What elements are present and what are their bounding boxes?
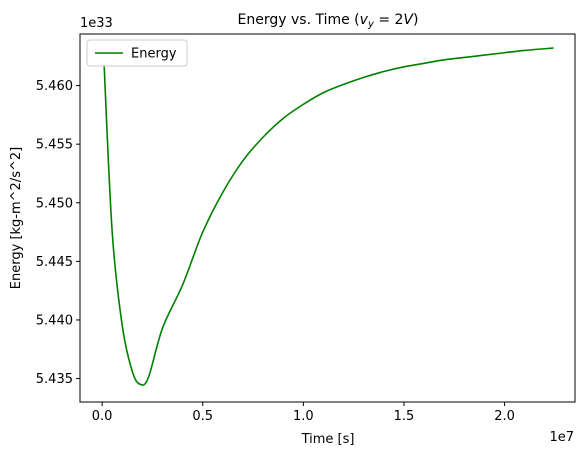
y-tick-label: 5.450 [36, 196, 73, 211]
x-tick-label: 0.5 [192, 409, 213, 424]
series-layer [103, 47, 554, 386]
y-tick-label: 5.440 [36, 313, 73, 328]
x-tick-label: 0.0 [92, 409, 113, 424]
x-axis-label: Time [s] [301, 432, 355, 447]
y-tick-label: 5.460 [36, 79, 73, 94]
y-tick-label: 5.435 [36, 372, 73, 387]
plot-frame [79, 33, 576, 403]
y-axis-label: Energy [kg-m^2/s^2] [9, 147, 24, 289]
legend-box [86, 39, 188, 67]
y-tick-label: 5.445 [36, 255, 73, 270]
x-tick-label: 1.0 [293, 409, 314, 424]
plot-area [79, 33, 576, 403]
x-tick-label: 2.0 [494, 409, 515, 424]
y-tick-label: 5.455 [36, 138, 73, 153]
y-axis-ticks: 5.435 5.440 5.445 5.450 5.455 5.460 [36, 79, 80, 387]
chart-title: Energy vs. Time (vy = 2V) [238, 12, 419, 30]
y-offset-label: 1e33 [80, 16, 113, 31]
x-axis-ticks: 0.0 0.5 1.0 1.5 2.0 [92, 402, 515, 424]
x-offset-label: 1e7 [549, 430, 574, 445]
series-line-energy [103, 47, 554, 386]
x-tick-label: 1.5 [394, 409, 415, 424]
legend: Energy [86, 39, 188, 67]
legend-label: Energy [131, 47, 177, 62]
